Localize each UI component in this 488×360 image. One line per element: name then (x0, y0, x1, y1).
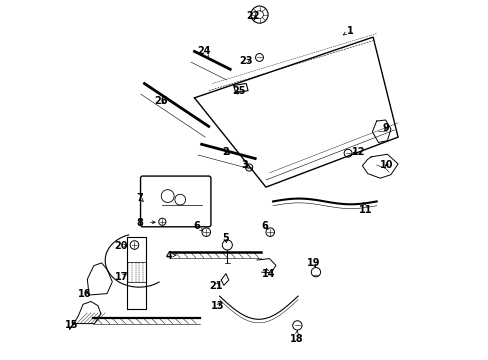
Text: 24: 24 (197, 46, 211, 58)
Text: 10: 10 (379, 159, 393, 170)
Text: 2: 2 (222, 147, 229, 157)
Text: 3: 3 (241, 159, 247, 170)
Text: 26: 26 (154, 96, 167, 106)
Text: 4: 4 (166, 251, 176, 261)
Text: 23: 23 (239, 57, 252, 66)
Text: 5: 5 (222, 233, 229, 243)
Text: 22: 22 (246, 12, 259, 21)
Text: 16: 16 (78, 289, 91, 299)
Text: 11: 11 (359, 203, 372, 215)
Text: 21: 21 (209, 281, 222, 291)
Text: 7: 7 (137, 193, 143, 203)
Text: 14: 14 (262, 269, 275, 279)
Text: 6: 6 (261, 221, 268, 231)
Text: 13: 13 (210, 301, 224, 311)
Text: 9: 9 (382, 123, 388, 133)
Text: 1: 1 (343, 26, 352, 36)
Text: 12: 12 (351, 147, 365, 157)
Text: 20: 20 (114, 241, 128, 251)
Text: 6: 6 (193, 221, 203, 231)
Text: 8: 8 (137, 217, 155, 228)
Text: 25: 25 (232, 86, 245, 96)
Text: 15: 15 (64, 320, 78, 330)
Text: 19: 19 (306, 258, 320, 268)
Text: 17: 17 (114, 272, 128, 282)
Text: 18: 18 (289, 331, 303, 344)
